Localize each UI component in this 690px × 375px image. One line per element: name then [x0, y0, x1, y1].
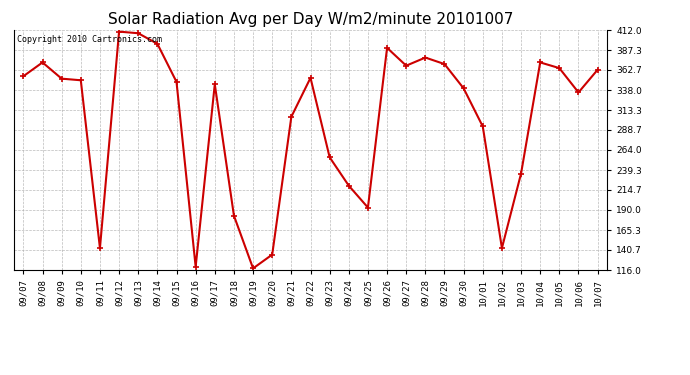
Text: Copyright 2010 Cartronics.com: Copyright 2010 Cartronics.com: [17, 35, 161, 44]
Title: Solar Radiation Avg per Day W/m2/minute 20101007: Solar Radiation Avg per Day W/m2/minute …: [108, 12, 513, 27]
